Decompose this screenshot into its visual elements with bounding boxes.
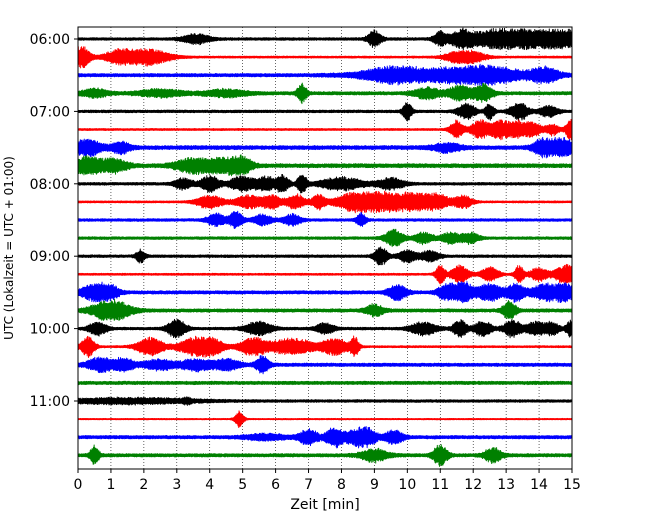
y-tick-label: 10:00 [30,322,70,338]
seismic-trace [77,263,573,285]
seismic-trace [77,298,573,321]
trace-group [77,27,573,467]
seismic-trace [77,27,573,51]
x-axis-ticks: 0 1 2 3 4 5 6 7 8 9 10 11 12 13 14 15 [74,469,581,493]
x-tick-label: 2 [139,477,148,493]
x-tick-label: 15 [563,477,581,493]
x-tick-label: 8 [337,477,346,493]
x-tick-label: 6 [271,477,280,493]
seismic-trace [77,396,573,406]
y-axis-label: UTC (Lokalzeit = UTC + 01:00) [2,156,16,340]
x-tick-label: 0 [74,477,83,493]
seismic-trace [77,154,573,177]
x-tick-label: 4 [205,477,214,493]
seismic-trace [77,355,573,375]
seismic-trace [77,102,573,122]
seismic-trace [77,444,573,467]
seismic-trace [77,136,573,159]
seismic-trace [77,63,573,87]
seismic-trace [77,426,573,449]
x-tick-label: 9 [370,477,379,493]
x-tick-label: 3 [172,477,181,493]
x-tick-label: 5 [238,477,247,493]
y-axis-ticks: 06:00 07:00 08:00 09:00 10:00 11:00 [30,32,78,410]
seismic-trace [77,190,573,214]
seismic-trace [77,46,573,69]
seismic-trace [77,380,573,386]
x-tick-label: 12 [464,477,482,493]
x-tick-label: 11 [431,477,449,493]
x-tick-label: 7 [304,477,313,493]
x-tick-label: 10 [398,477,416,493]
seismic-trace [77,228,573,248]
y-tick-label: 11:00 [30,394,70,410]
seismic-trace [77,119,573,141]
y-tick-label: 09:00 [30,249,70,265]
x-tick-label: 1 [106,477,115,493]
seismic-trace [77,82,573,105]
y-tick-label: 06:00 [30,32,70,48]
seismic-trace [77,173,573,194]
seismic-trace [77,246,573,266]
seismic-trace [77,410,573,429]
x-tick-label: 13 [497,477,515,493]
seismic-trace [77,318,573,339]
seismic-trace [77,281,573,304]
seismic-trace [77,335,573,358]
y-tick-label: 07:00 [30,104,70,120]
x-axis-label: Zeit [min] [290,497,359,513]
seismic-trace [77,210,573,230]
plot-frame [77,26,573,470]
x-tick-label: 14 [530,477,548,493]
y-tick-label: 08:00 [30,177,70,193]
